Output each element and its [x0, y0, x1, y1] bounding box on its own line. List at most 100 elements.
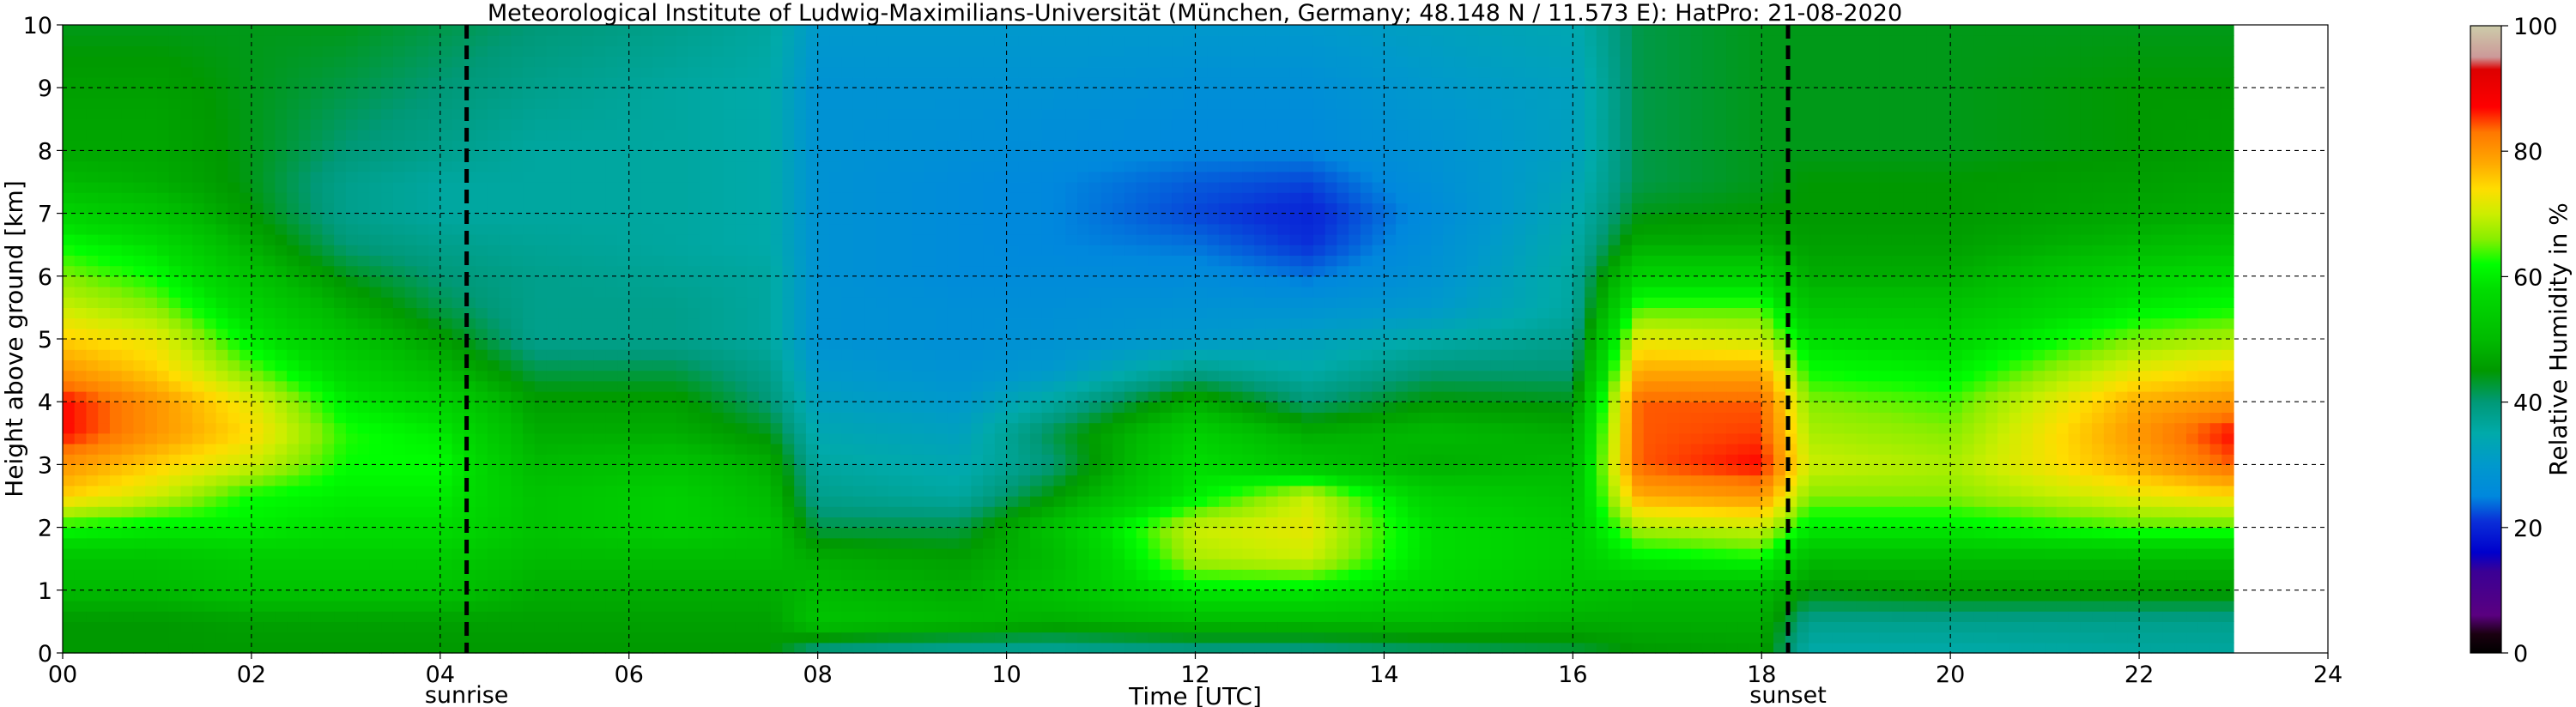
heatmap-cell [392, 130, 406, 141]
heatmap-cell [924, 454, 936, 465]
heatmap-cell [628, 275, 642, 287]
heatmap-cell [900, 370, 913, 382]
heatmap-cell [145, 621, 158, 633]
heatmap-cell [841, 589, 854, 601]
heatmap-cell [876, 88, 889, 99]
heatmap-cell [275, 559, 288, 570]
heatmap-cell [275, 328, 288, 340]
heatmap-cell [652, 88, 665, 99]
heatmap-cell [428, 360, 441, 372]
heatmap-cell [63, 422, 76, 434]
heatmap-cell [676, 601, 689, 612]
heatmap-cell [794, 517, 807, 529]
heatmap-cell [534, 56, 548, 68]
heatmap-cell [994, 422, 1008, 434]
heatmap-cell [275, 496, 288, 507]
heatmap-cell [298, 611, 312, 622]
heatmap-cell [805, 317, 819, 329]
heatmap-cell [404, 569, 417, 581]
heatmap-cell [156, 307, 170, 319]
heatmap-cell [287, 631, 300, 644]
heatmap-cell [688, 412, 700, 424]
heatmap-cell [640, 328, 653, 340]
heatmap-cell [1006, 202, 1019, 215]
heatmap-cell [499, 579, 512, 591]
heatmap-cell [676, 360, 689, 372]
heatmap-cell [758, 245, 772, 256]
heatmap-cell [723, 213, 736, 225]
heatmap-cell [345, 202, 359, 215]
heatmap-cell [570, 223, 583, 235]
heatmap-cell [416, 349, 429, 360]
heatmap-cell [1006, 464, 1019, 476]
heatmap-cell [239, 297, 252, 308]
heatmap-cell [156, 380, 170, 392]
heatmap-cell [428, 182, 441, 193]
heatmap-cell [192, 432, 205, 444]
heatmap-cell [86, 160, 99, 172]
heatmap-cell [121, 108, 135, 120]
heatmap-cell [876, 631, 889, 644]
heatmap-cell [156, 182, 170, 193]
heatmap-cell [640, 548, 653, 559]
heatmap-cell [605, 77, 618, 88]
heatmap-cell [900, 444, 913, 455]
heatmap-cell [617, 391, 630, 402]
heatmap-cell [770, 370, 784, 382]
heatmap-cell [180, 611, 193, 622]
heatmap-cell [758, 77, 772, 88]
heatmap-cell [723, 182, 736, 193]
heatmap-cell [747, 412, 760, 424]
heatmap-cell [392, 171, 406, 183]
heatmap-cell [86, 192, 99, 203]
heatmap-cell [794, 287, 807, 298]
heatmap-cell [215, 454, 229, 465]
heatmap-cell [994, 402, 1008, 413]
heatmap-cell [747, 444, 760, 455]
heatmap-cell [203, 45, 217, 57]
heatmap-cell [98, 182, 111, 193]
heatmap-cell [959, 77, 972, 88]
heatmap-cell [192, 611, 205, 622]
heatmap-cell [452, 339, 464, 350]
heatmap-cell [617, 370, 630, 382]
heatmap-cell [511, 234, 524, 245]
heatmap-cell [829, 621, 842, 633]
heatmap-cell [593, 391, 606, 402]
heatmap-cell [947, 506, 961, 517]
heatmap-cell [983, 255, 996, 267]
heatmap-cell [688, 642, 700, 654]
heatmap-cell [605, 171, 618, 183]
heatmap-cell [322, 339, 335, 350]
heatmap-cell [334, 234, 347, 245]
heatmap-cell [852, 349, 866, 360]
heatmap-cell [570, 77, 583, 88]
heatmap-cell [617, 642, 630, 654]
heatmap-cell [1030, 517, 1043, 529]
heatmap-cell [1006, 569, 1019, 581]
heatmap-cell [215, 265, 229, 277]
heatmap-cell [924, 140, 936, 151]
heatmap-cell [546, 360, 559, 372]
heatmap-cell [959, 349, 972, 360]
heatmap-cell [900, 118, 913, 130]
heatmap-cell [369, 349, 382, 360]
heatmap-cell [971, 370, 984, 382]
heatmap-cell [180, 380, 193, 392]
heatmap-cell [534, 275, 548, 287]
heatmap-cell [1030, 245, 1043, 256]
heatmap-cell [168, 548, 182, 559]
heatmap-cell [121, 611, 135, 622]
heatmap-cell [180, 601, 193, 612]
heatmap-cell [723, 223, 736, 235]
heatmap-cell [357, 66, 370, 78]
heatmap-cell [959, 339, 972, 350]
heatmap-cell [864, 245, 877, 256]
heatmap-cell [334, 579, 347, 591]
heatmap-cell [121, 56, 135, 68]
heatmap-cell [263, 98, 276, 110]
heatmap-cell [192, 349, 205, 360]
heatmap-cell [782, 485, 795, 497]
heatmap-cell [476, 454, 488, 465]
heatmap-cell [416, 287, 429, 298]
